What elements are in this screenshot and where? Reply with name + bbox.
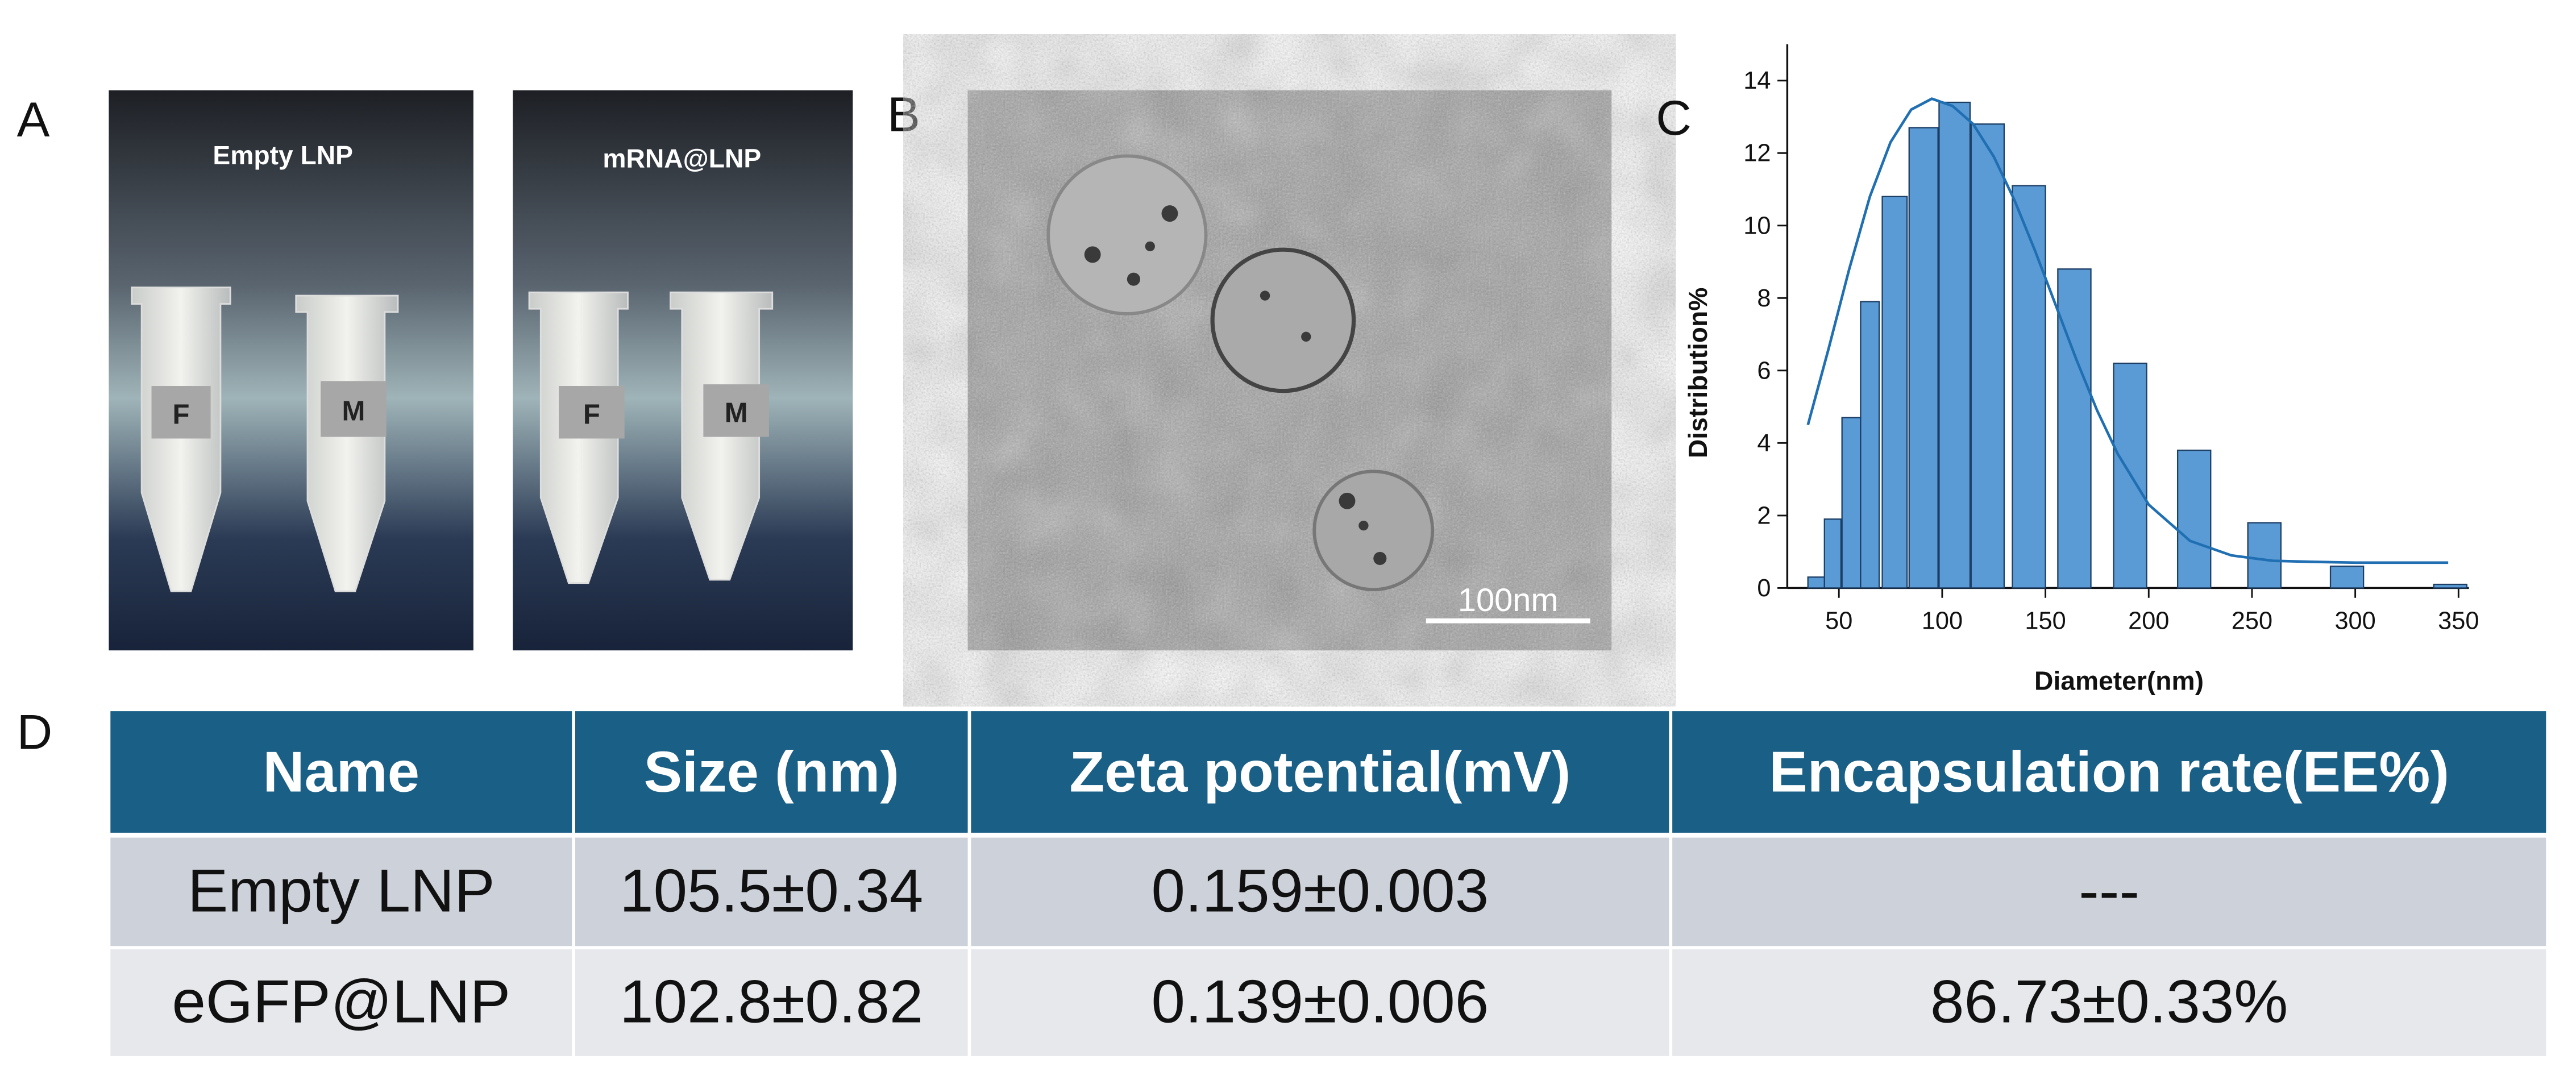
y-tick-label: 6 <box>1757 357 1771 384</box>
x-tick-label: 350 <box>2438 608 2479 635</box>
table-cell <box>575 949 968 1056</box>
panel-label: A <box>17 93 50 147</box>
bar <box>1881 196 1908 589</box>
bar <box>1823 518 1842 589</box>
table-cell <box>575 837 968 946</box>
y-tick-label: 14 <box>1743 67 1771 94</box>
x-tick-label: 50 <box>1825 608 1852 635</box>
scale-bar-label: 100nm <box>1458 582 1559 618</box>
table-cell <box>110 949 572 1056</box>
bar <box>2176 449 2212 589</box>
tube-label: F <box>583 399 600 430</box>
x-tick-label: 250 <box>2232 608 2272 635</box>
panel-label: D <box>17 705 53 760</box>
table-cell <box>1672 837 2546 946</box>
tube-label: M <box>342 396 365 427</box>
cell-text: Empty LNP <box>188 857 495 925</box>
photo-title: mRNA@LNP <box>603 144 761 173</box>
x-tick-label: 150 <box>2025 608 2066 635</box>
table: Name Size (nm) Zeta potential(mV) Encapsula… <box>110 711 2546 1056</box>
fit-curve <box>1806 97 2449 564</box>
cell-text: eGFP@LNP <box>172 967 510 1036</box>
bar <box>1970 123 2005 589</box>
table-header-cell <box>575 711 968 833</box>
chart: 0 2 4 6 8 10 12 14 50 100 150 200 250 300 350 <box>1743 44 2479 635</box>
bar <box>2247 522 2282 589</box>
header-text: Encapsulation rate(EE%) <box>1769 740 2449 804</box>
bar <box>2057 268 2092 589</box>
table-cell <box>971 949 1669 1056</box>
x-tick-label: 300 <box>2334 608 2375 635</box>
bar <box>2329 565 2365 589</box>
bar <box>2012 185 2046 589</box>
panel-label: C <box>1656 91 1692 146</box>
bar <box>1841 417 1862 589</box>
x-tick-label: 200 <box>2128 608 2169 635</box>
tem-image <box>967 90 1612 651</box>
y-axis-label: Distribution% <box>1683 288 1713 458</box>
photo-title: Empty LNP <box>213 140 353 170</box>
y-tick-label: 0 <box>1757 575 1771 602</box>
cell-text: 105.5±0.34 <box>620 857 923 925</box>
bar <box>1860 301 1880 589</box>
table-header-cell <box>1672 711 2546 833</box>
bar <box>2433 583 2467 589</box>
cell-text: 0.139±0.006 <box>1152 967 1489 1036</box>
table-cell <box>110 837 572 946</box>
y-tick-label: 4 <box>1757 430 1771 457</box>
tube-label: M <box>725 398 748 429</box>
cell-text: 0.159±0.003 <box>1152 857 1489 925</box>
cell-text: 86.73±0.33% <box>1930 967 2288 1036</box>
table-header-cell <box>971 711 1669 833</box>
header-text: Size (nm) <box>644 740 899 804</box>
y-tick-label: 2 <box>1757 502 1771 529</box>
y-tick-label: 8 <box>1757 285 1771 312</box>
table-cell <box>1672 949 2546 1056</box>
panel-label: B <box>887 88 920 142</box>
cell-text: --- <box>2079 857 2139 925</box>
bar <box>1908 127 1939 589</box>
header-text: Zeta potential(mV) <box>1069 740 1570 804</box>
x-axis-label: Diameter(nm) <box>2034 666 2204 696</box>
x-tick-label: 100 <box>1922 608 1963 635</box>
y-tick-label: 10 <box>1743 212 1771 239</box>
table-cell <box>971 837 1669 946</box>
table-header-cell <box>110 711 572 833</box>
tube-label: F <box>173 399 190 430</box>
y-tick-label: 12 <box>1743 140 1771 167</box>
header-text: Name <box>263 740 419 804</box>
bar <box>1807 576 1825 589</box>
bar <box>1938 101 1971 589</box>
cell-text: 102.8±0.82 <box>620 967 923 1036</box>
photo <box>109 90 853 651</box>
